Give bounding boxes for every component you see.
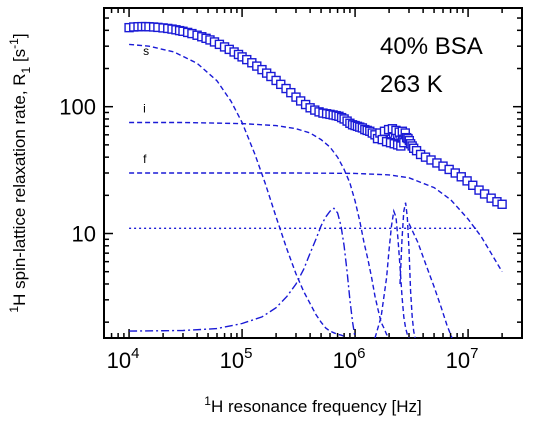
component-labels: s i f	[143, 44, 149, 166]
model-curves	[129, 43, 503, 338]
component-label: s	[143, 44, 149, 58]
annotation-temperature: 263 K	[380, 71, 443, 98]
curve-peak-2	[374, 208, 410, 338]
x-axis-label: 1H resonance frequency [Hz]	[204, 394, 421, 416]
axis-ticks	[103, 7, 523, 338]
tick-labels: 104 105 106 107 10 100	[59, 95, 478, 373]
curve-peak-1	[129, 207, 356, 338]
y-tick-label: 10	[72, 222, 96, 247]
y-tick-label: 100	[59, 95, 96, 120]
measured-points	[124, 21, 507, 209]
data-point	[497, 199, 507, 209]
component-label: i	[143, 101, 146, 115]
x-tick-label: 107	[446, 345, 479, 373]
curve-component-s	[129, 43, 345, 337]
annotation-sample: 40% BSA	[380, 33, 483, 60]
x-tick-label: 105	[220, 345, 253, 373]
x-tick-label: 104	[107, 345, 140, 373]
curve-peak-tail	[408, 223, 453, 338]
data-point	[468, 180, 478, 190]
x-tick-label: 106	[333, 345, 366, 373]
y-axis-label: 1H spin-lattice relaxation rate, R1 [s-1…	[7, 33, 33, 312]
curve-component-i	[129, 121, 390, 338]
component-label: f	[143, 152, 147, 166]
curve-component-f	[129, 172, 503, 273]
curve-peak-3	[399, 202, 416, 338]
